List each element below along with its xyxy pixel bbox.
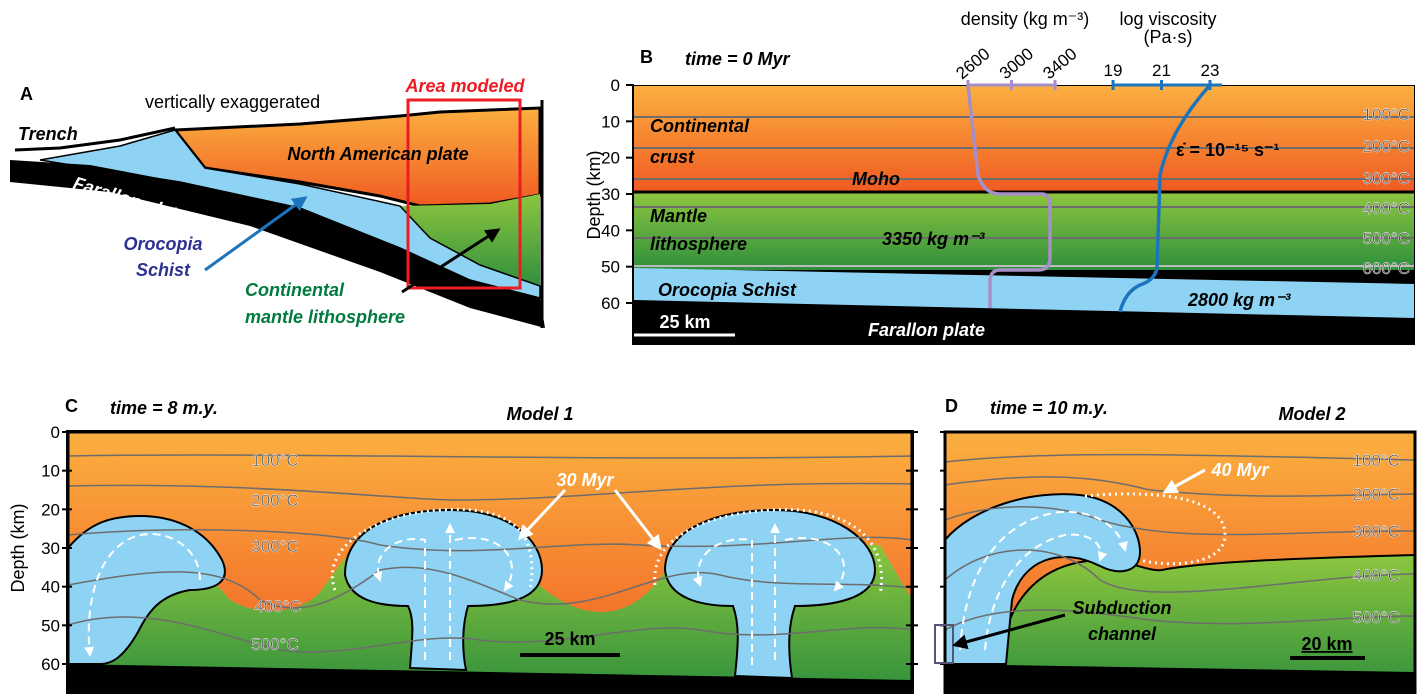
time-label: time = 10 m.y. bbox=[990, 398, 1108, 418]
y-tick-label: 20 bbox=[41, 500, 60, 519]
label: Continental bbox=[650, 116, 750, 136]
label: crust bbox=[650, 147, 695, 167]
time-label: time = 8 m.y. bbox=[110, 398, 218, 418]
panel-c: C time = 8 m.y. Model 1 Depth (km) 30 My… bbox=[8, 396, 950, 694]
axis-title: density (kg m⁻³) bbox=[961, 9, 1090, 29]
label: Subduction bbox=[1073, 598, 1172, 618]
isotherm-label: 100°C bbox=[1353, 451, 1400, 470]
label: channel bbox=[1088, 624, 1157, 644]
strain-rate: ε̇ = 10⁻¹⁵ s⁻¹ bbox=[1176, 140, 1280, 160]
y-tick-label: 50 bbox=[601, 258, 620, 277]
annotation: vertically exaggerated bbox=[145, 92, 320, 112]
panel-letter: A bbox=[20, 84, 33, 104]
isotherm-label: 600°C bbox=[1363, 259, 1410, 278]
crust-layer bbox=[634, 86, 1414, 192]
axis-title: (Pa·s) bbox=[1144, 27, 1193, 47]
time-label: time = 0 Myr bbox=[685, 49, 791, 69]
figure: A vertically exaggerated Trench Area mod… bbox=[0, 0, 1417, 694]
label: lithosphere bbox=[650, 234, 747, 254]
label: 2800 kg m⁻³ bbox=[1187, 290, 1292, 310]
label: Farallon plate bbox=[868, 320, 985, 340]
isotherm-label: 300°C bbox=[1363, 169, 1410, 188]
axis-title: Depth (km) bbox=[8, 503, 28, 592]
y-tick-label: 60 bbox=[601, 294, 620, 313]
isotherm-label: 100°C bbox=[251, 451, 298, 470]
isotherm-label: 200°C bbox=[1363, 137, 1410, 156]
label: Area modeled bbox=[404, 76, 525, 96]
isotherm-label: 400°C bbox=[1353, 566, 1400, 585]
scale-label: 25 km bbox=[544, 629, 595, 649]
density-tick-label: 3400 bbox=[1039, 44, 1080, 83]
label: 3350 kg m⁻³ bbox=[882, 229, 986, 249]
panel-a: A vertically exaggerated Trench Area mod… bbox=[10, 76, 545, 328]
label: Orocopia Schist bbox=[658, 280, 797, 300]
panel-letter: B bbox=[640, 47, 653, 67]
y-tick-label: 40 bbox=[41, 578, 60, 597]
label: Continental bbox=[245, 280, 345, 300]
isotherm-label: 200°C bbox=[1353, 485, 1400, 504]
isotherm-label: 300°C bbox=[1353, 522, 1400, 541]
isotherm-label: 100°C bbox=[1363, 105, 1410, 124]
y-tick-label: 10 bbox=[601, 112, 620, 131]
model-title: Model 2 bbox=[1278, 404, 1345, 424]
scale-label: 25 km bbox=[659, 312, 710, 332]
isotherm-label: 500°C bbox=[1363, 229, 1410, 248]
y-tick-label: 30 bbox=[601, 185, 620, 204]
isotherm-label: 400°C bbox=[1363, 199, 1410, 218]
viscosity-tick-label: 19 bbox=[1104, 61, 1123, 80]
panel-letter: D bbox=[945, 396, 958, 416]
isotherm-label: 400°C bbox=[254, 597, 301, 616]
panel-letter: C bbox=[65, 396, 78, 416]
label: North American plate bbox=[287, 144, 468, 164]
panel-b: B time = 0 Myr density (kg m⁻³) log visc… bbox=[584, 9, 1415, 345]
isotherm-label: 500°C bbox=[251, 635, 298, 654]
density-tick-label: 3000 bbox=[996, 44, 1037, 83]
axis-title: log viscosity bbox=[1119, 9, 1216, 29]
y-tick-label: 60 bbox=[41, 655, 60, 674]
label: Mantle bbox=[650, 206, 707, 226]
panel-d: D time = 10 m.y. Model 2 40 Myr Subducti… bbox=[935, 396, 1415, 694]
mantle-layer bbox=[634, 192, 1414, 270]
y-tick-label: 30 bbox=[41, 539, 60, 558]
model-title: Model 1 bbox=[506, 404, 573, 424]
y-tick-label: 50 bbox=[41, 616, 60, 635]
isotherm-label: 200°C bbox=[251, 491, 298, 510]
density-tick-label: 2600 bbox=[952, 44, 993, 83]
y-tick-label: 10 bbox=[41, 462, 60, 481]
isotherm-label: 300°C bbox=[251, 537, 298, 556]
y-tick-label: 20 bbox=[601, 149, 620, 168]
label: Moho bbox=[852, 169, 900, 189]
label: mantle lithosphere bbox=[245, 307, 405, 327]
y-tick-label: 0 bbox=[51, 423, 60, 442]
y-tick-label: 40 bbox=[601, 221, 620, 240]
age-label: 30 Myr bbox=[556, 470, 614, 490]
age-label: 40 Myr bbox=[1210, 460, 1269, 480]
label: Trench bbox=[18, 124, 78, 144]
isotherm-label: 500°C bbox=[1353, 608, 1400, 627]
label: Schist bbox=[136, 260, 191, 280]
viscosity-tick-label: 21 bbox=[1152, 61, 1171, 80]
viscosity-tick-label: 23 bbox=[1201, 61, 1220, 80]
scale-label: 20 km bbox=[1301, 634, 1352, 654]
label: Orocopia bbox=[123, 234, 202, 254]
y-tick-label: 0 bbox=[611, 76, 620, 95]
